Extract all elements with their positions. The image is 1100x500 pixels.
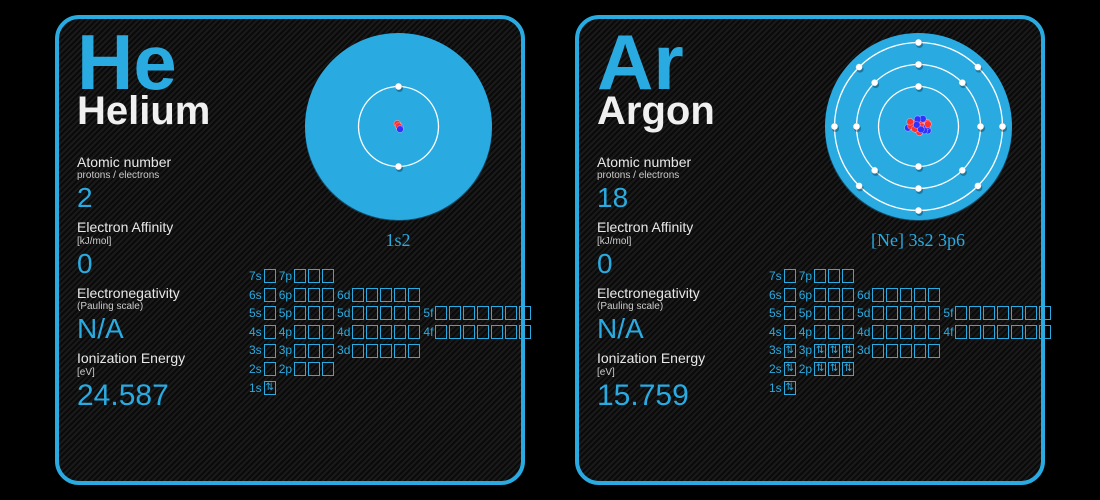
atomic-number-label: Atomic number	[597, 155, 767, 170]
orbital-diagram: 7s7p6s6p6d5s5p5d5f4s4p4d4f3s3p3d2s2p1s	[767, 267, 1051, 397]
element-symbol: He	[77, 27, 210, 97]
element-card-he: He Helium 1s2 Atomic number protons / el…	[55, 15, 525, 485]
atomic-number-label: Atomic number	[77, 155, 247, 170]
affinity-label: Electron Affinity	[77, 220, 247, 235]
atom-diagram: 1s2	[293, 31, 503, 251]
affinity-label: Electron Affinity	[597, 220, 767, 235]
eneg-label: Electronegativity	[77, 286, 247, 301]
electron-config: 1s2	[385, 230, 410, 251]
element-name: Argon	[597, 89, 715, 134]
eneg-value: N/A	[597, 313, 767, 345]
electron-config: [Ne] 3s2 3p6	[871, 230, 965, 251]
eneg-value: N/A	[77, 313, 247, 345]
ion-value: 15.759	[597, 379, 767, 413]
eneg-label: Electronegativity	[597, 286, 767, 301]
affinity-value: 0	[597, 248, 767, 280]
atomic-number-value: 18	[597, 182, 767, 214]
atomic-number-value: 2	[77, 182, 247, 214]
ion-label: Ionization Energy	[597, 351, 767, 366]
atom-diagram: [Ne] 3s2 3p6	[813, 31, 1023, 251]
element-name: Helium	[77, 89, 210, 134]
ion-label: Ionization Energy	[77, 351, 247, 366]
element-symbol: Ar	[597, 27, 715, 97]
ion-value: 24.587	[77, 379, 247, 413]
element-card-ar: Ar Argon [Ne] 3s2 3p6 Atomic number prot…	[575, 15, 1045, 485]
affinity-value: 0	[77, 248, 247, 280]
orbital-diagram: 7s7p6s6p6d5s5p5d5f4s4p4d4f3s3p3d2s2p1s	[247, 267, 531, 397]
